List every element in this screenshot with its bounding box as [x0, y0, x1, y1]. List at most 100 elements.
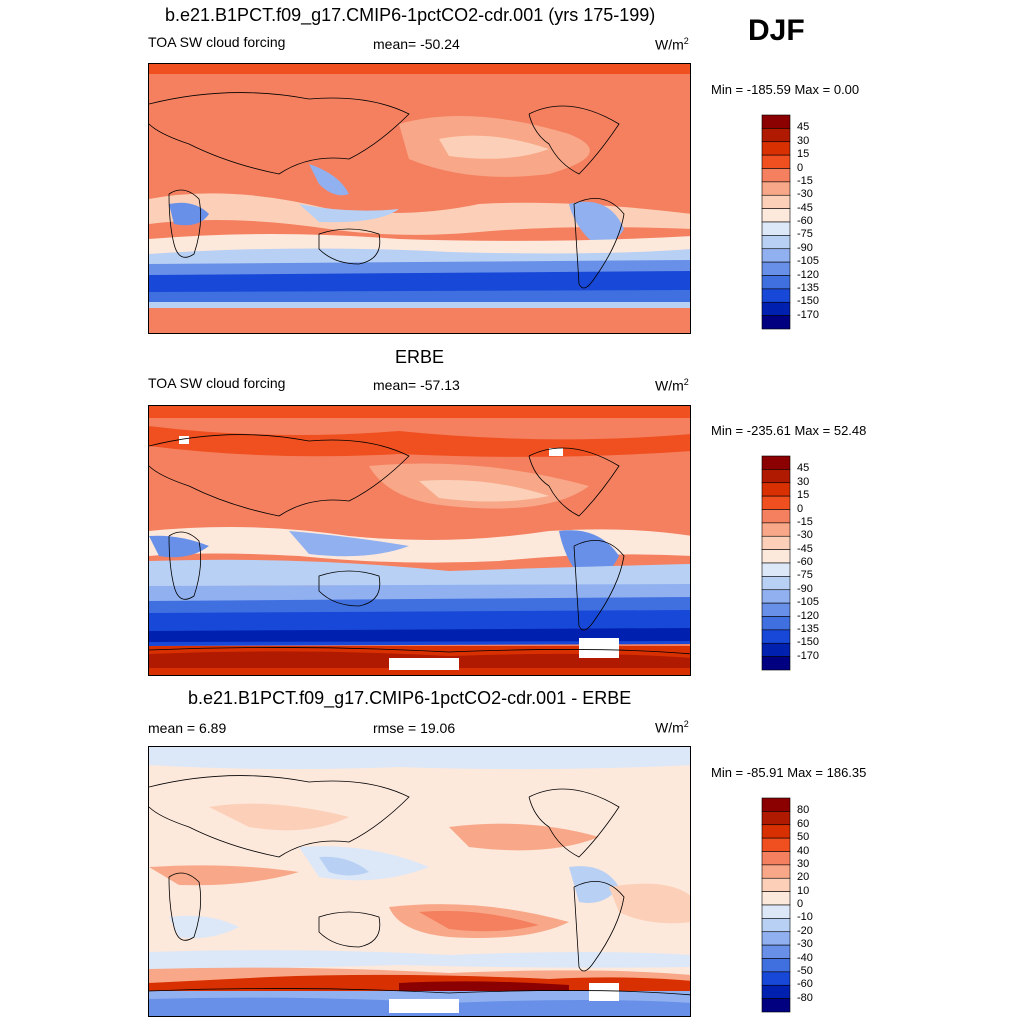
panel2-colorbar-tick-label: -15 [797, 515, 813, 528]
panel2-colorbar-tick-label: 0 [797, 502, 804, 515]
season-label: DJF [748, 14, 805, 47]
panel2-colorbar-box [761, 642, 791, 657]
panel2-colorbar-box [761, 576, 791, 591]
panel3-colorbar-tick-label: -60 [797, 978, 813, 991]
panel2-map [148, 405, 691, 676]
panel2-colorbar-box [761, 469, 791, 484]
panel3-colorbar-tick-label: 80 [797, 804, 810, 817]
panel3-title: b.e21.B1PCT.f09_g17.CMIP6-1pctCO2-cdr.00… [188, 688, 632, 708]
panel2-colorbar-tick-label: -45 [797, 542, 813, 555]
panel1-colorbar-tick-label: -105 [797, 255, 820, 268]
panel3-units: W/m2 [655, 719, 689, 736]
panel1-colorbar-tick-label: -120 [797, 268, 820, 281]
panel2-colorbar-box [761, 616, 791, 631]
panel2-minmax: Min = -235.61 Max = 52.48 [711, 423, 867, 438]
panel3-colorbar-tick-label: -50 [797, 964, 813, 977]
panel1-colorbar-box [761, 315, 791, 330]
panel2-colorbar-box [761, 602, 791, 617]
panel3-colorbar-box [761, 811, 791, 826]
panel3-colorbar-tick-label: 60 [797, 817, 810, 830]
panel2-colorbar-box [761, 482, 791, 497]
panel3-colorbar-tick-label: 10 [797, 884, 810, 897]
panel2-colorbar-box [761, 509, 791, 524]
panel3-colorbar-box [761, 877, 791, 892]
panel2-colorbar-box [761, 455, 791, 470]
panel3-colorbar-tick-label: 50 [797, 831, 810, 844]
panel2-colorbar-tick-label: -150 [797, 636, 820, 649]
panel3-colorbar-tick-label: -40 [797, 951, 813, 964]
panel3-left-label: mean = 6.89 [148, 720, 227, 736]
panel1-colorbar-box [761, 248, 791, 263]
panel1-colorbar-tick-label: -30 [797, 188, 813, 201]
panel3-colorbar-box [761, 944, 791, 959]
panel3-colorbar-tick-label: -20 [797, 924, 813, 937]
panel3-colorbar-box [761, 837, 791, 852]
panel2-title: ERBE [395, 347, 445, 367]
panel1-colorbar-box [761, 141, 791, 156]
panel1-map [148, 63, 691, 334]
panel2-colorbar-box [761, 495, 791, 510]
panel3-colorbar-box [761, 904, 791, 919]
panel3-colorbar-box [761, 971, 791, 986]
panel3-colorbar-box [761, 918, 791, 933]
panel3-colorbar-box [761, 958, 791, 973]
panel3-colorbar [761, 797, 791, 1017]
panel1-colorbar-box [761, 208, 791, 223]
panel1-colorbar-box [761, 181, 791, 196]
panel1-colorbar-box [761, 114, 791, 129]
panel2-colorbar-tick-label: -90 [797, 582, 813, 595]
panel1-title: b.e21.B1PCT.f09_g17.CMIP6-1pctCO2-cdr.00… [165, 5, 656, 25]
panel2-colorbar-box [761, 549, 791, 564]
panel3-colorbar-box [761, 998, 791, 1013]
panel3-colorbar-box [761, 797, 791, 812]
panel2-colorbar-tick-label: -135 [797, 622, 820, 635]
panel1-colorbar-tick-label: -75 [797, 228, 813, 241]
panel2-colorbar-tick-label: -30 [797, 529, 813, 542]
panel1-colorbar-box [761, 288, 791, 303]
panel1-colorbar-tick-label: -150 [797, 295, 820, 308]
panel1-colorbar-tick-label: -170 [797, 308, 820, 321]
panel1-units: W/m2 [655, 36, 689, 53]
panel3-colorbar-box [761, 984, 791, 999]
panel3-colorbar-box [761, 931, 791, 946]
panel1-colorbar-boxes [761, 114, 791, 330]
panel3-colorbar-box [761, 864, 791, 879]
panel2-colorbar-tick-label: -105 [797, 596, 820, 609]
panel2-colorbar-tick-label: -60 [797, 556, 813, 568]
panel3-colorbar-tick-label: 0 [797, 898, 804, 910]
panel1-colorbar-tick-label: -90 [797, 241, 813, 254]
panel1-colorbar-box [761, 128, 791, 143]
panel1-colorbar-tick-label: -15 [797, 174, 813, 187]
panel2-colorbar-box [761, 589, 791, 604]
panel3-colorbar-tick-label: -80 [797, 991, 813, 1004]
panel2-colorbar-tick-label: 15 [797, 489, 810, 502]
panel2-colorbar-box [761, 562, 791, 577]
panel2-center-label: mean= -57.13 [373, 377, 460, 393]
panel2-colorbar-tick-label: -75 [797, 569, 813, 582]
panel2-colorbar-box [761, 522, 791, 537]
panel3-colorbar-box [761, 824, 791, 839]
panel3-colorbar-tick-label: 40 [797, 844, 810, 857]
panel3-colorbar-box [761, 851, 791, 866]
panel2-colorbar-tick-label: -120 [797, 609, 820, 622]
panel1-colorbar-box [761, 261, 791, 276]
panel2-colorbar-box [761, 535, 791, 550]
panel1-colorbar-tick-label: 30 [797, 134, 810, 147]
panel1-colorbar-box [761, 168, 791, 183]
panel1-colorbar-tick-label: 45 [797, 121, 810, 134]
panel1-colorbar-tick-label: 0 [797, 161, 804, 174]
panel1-colorbar-box [761, 301, 791, 316]
panel3-colorbar-box [761, 891, 791, 906]
panel2-colorbar-tick-label: -170 [797, 649, 820, 662]
panel3-minmax: Min = -85.91 Max = 186.35 [711, 765, 867, 780]
panel2-colorbar-box [761, 656, 791, 671]
panel3-map [148, 746, 691, 1017]
panel3-colorbar-tick-label: -10 [797, 911, 813, 924]
panel2-left-label: TOA SW cloud forcing [148, 375, 286, 391]
panel1-left-label: TOA SW cloud forcing [148, 34, 286, 50]
panel2-colorbar-tick-label: 45 [797, 462, 810, 475]
panel1-colorbar-box [761, 221, 791, 236]
panel1-minmax: Min = -185.59 Max = 0.00 [711, 82, 860, 97]
panel1-colorbar-box [761, 154, 791, 169]
panel1-colorbar-tick-label: -135 [797, 281, 820, 294]
